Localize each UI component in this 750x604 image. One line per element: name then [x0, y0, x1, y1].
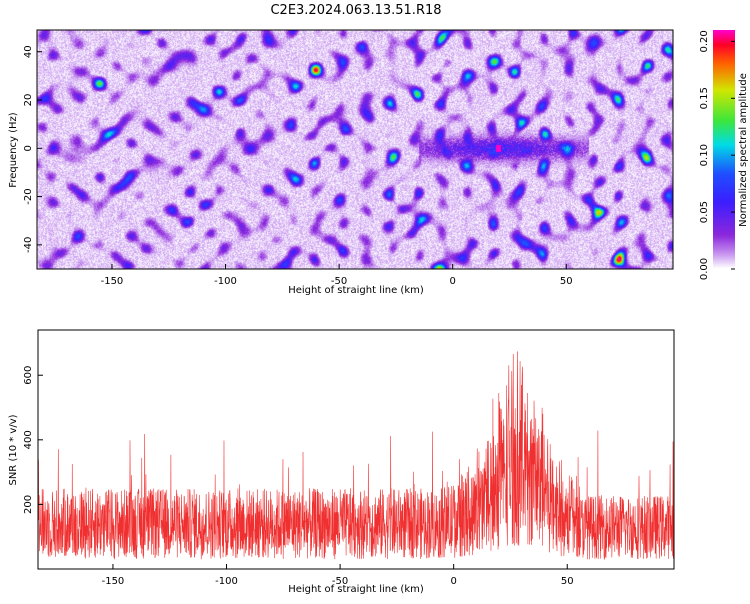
snr-y-axis-label: SNR (10 * v/v): [8, 414, 19, 485]
colorbar-tick-label: 0.20: [699, 30, 710, 52]
colorbar-label: Normalized spectral amplitude: [738, 73, 749, 227]
snr-x-axis-label: Height of straight line (km): [288, 584, 424, 595]
colorbar-tick-label: 0.15: [699, 87, 710, 109]
snr-x-tick-label: 0: [450, 576, 456, 587]
snr-x-tick-label: 50: [561, 576, 574, 587]
colorbar-tick-label: 0.00: [699, 258, 710, 280]
snr-y-tick-label: 600: [23, 366, 34, 385]
heatmap-x-tick-label: 50: [560, 276, 573, 287]
snr-frame: [37, 329, 675, 570]
heatmap-y-tick-label: 0: [23, 145, 34, 151]
colorbar-tick-label: 0.10: [699, 144, 710, 166]
heatmap-y-ticks: -40 -20 0 20 40: [23, 45, 42, 253]
snr-y-tick-label: 400: [23, 430, 34, 449]
snr-x-tick-label: -50: [332, 576, 348, 587]
snr-series-line: [38, 351, 674, 560]
colorbar-ticks: 0.00 0.05 0.10 0.15 0.20: [699, 30, 735, 280]
snr-panel: -150 -100 -50 0 50 200 400 600 Height of strai…: [8, 329, 675, 595]
heatmap-y-tick-label: 20: [23, 94, 34, 107]
heatmap-y-tick-label: -20: [23, 188, 34, 204]
heatmap-y-tick-label: -40: [23, 237, 34, 253]
heatmap-x-tick-label: 0: [449, 276, 455, 287]
heatmap-panel: -150 -100 -50 0 50 -40 -20 0 20 40 Height of str…: [8, 29, 674, 296]
heatmap-y-axis-label: Frequency (Hz): [8, 112, 19, 188]
heatmap-frame: [36, 29, 674, 270]
colorbar: 0.00 0.05 0.10 0.15 0.20 Normalized spectral…: [699, 30, 749, 280]
figure-title: C2E3.2024.063.13.51.R18: [270, 3, 441, 18]
heatmap-x-tick-label: -50: [331, 276, 347, 287]
snr-y-tick-label: 200: [23, 495, 34, 514]
colorbar-gradient: [713, 30, 735, 269]
snr-x-ticks: -150 -100 -50 0 50: [102, 564, 574, 587]
colorbar-tick-label: 0.05: [699, 201, 710, 223]
heatmap-x-tick-label: -150: [101, 276, 124, 287]
heatmap-y-tick-label: 40: [23, 45, 34, 58]
heatmap-x-ticks: -150 -100 -50 0 50: [101, 264, 573, 287]
heatmap-x-tick-label: -100: [214, 276, 237, 287]
snr-x-tick-label: -100: [215, 576, 238, 587]
heatmap-x-axis-label: Height of straight line (km): [288, 285, 424, 296]
snr-x-tick-label: -150: [102, 576, 125, 587]
heatmap-image: [37, 30, 673, 269]
snr-y-ticks: 200 400 600: [23, 366, 43, 514]
